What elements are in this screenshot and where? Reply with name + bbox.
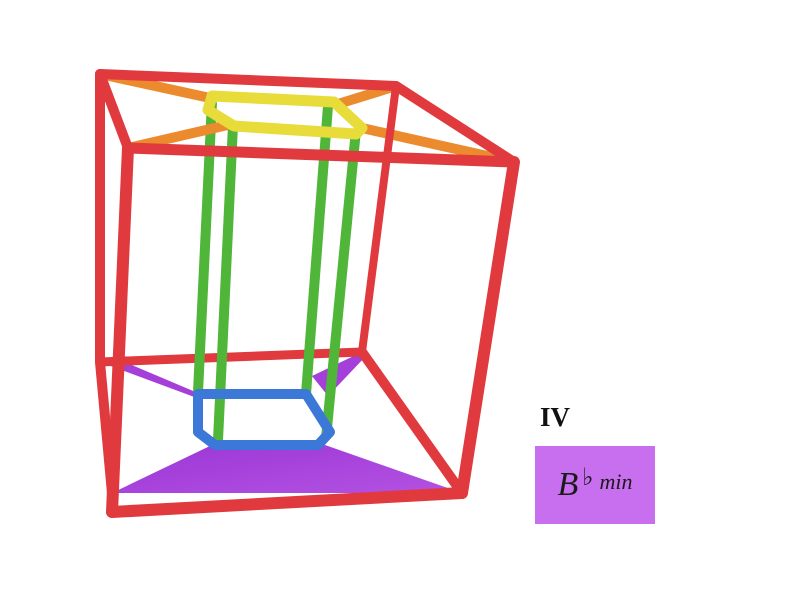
outer-bottom-right-edge: [357, 347, 467, 498]
outer-front-right-vertical: [456, 156, 520, 499]
outer-front-bottom-edge: [106, 487, 468, 518]
outer-front-left-vertical: [106, 142, 134, 518]
outer-top-back-edge: [95, 69, 401, 91]
chord-name-box: B ♭ min: [535, 446, 655, 524]
bottom-front-face: [112, 445, 462, 493]
roman-numeral-label: IV: [540, 402, 571, 432]
strut-front-left: [213, 124, 238, 441]
outer-back-right-vertical: [358, 82, 400, 356]
bottom-right-face: [312, 352, 366, 396]
strut-front-right: [321, 129, 361, 439]
inner-bottom-hexagon: [193, 389, 335, 450]
outer-back-bottom-edge: [95, 347, 367, 367]
chord-quality: min: [599, 469, 633, 494]
inner-top-hexagon: [202, 90, 368, 140]
outer-front-top-edge: [122, 142, 520, 168]
bottom-left-face: [100, 360, 205, 398]
outer-top-right-edge: [391, 81, 519, 167]
flat-accidental-icon: ♭: [582, 463, 594, 491]
chord-root: B: [557, 466, 579, 503]
